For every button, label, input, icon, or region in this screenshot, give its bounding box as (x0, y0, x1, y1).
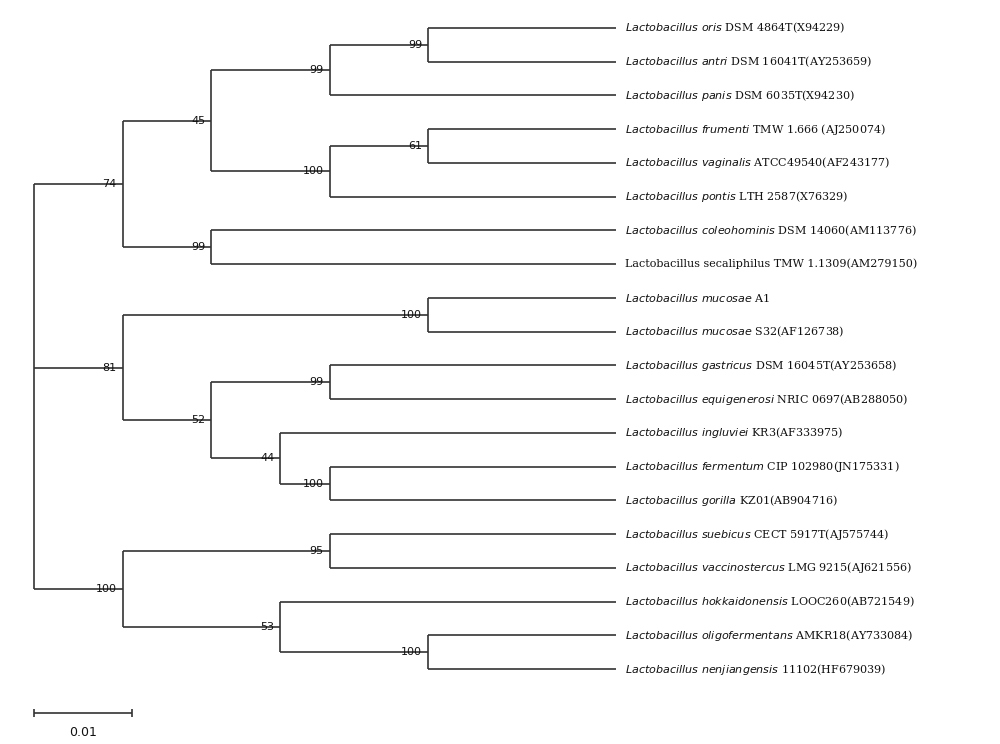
Text: 74: 74 (102, 179, 117, 189)
Text: Lactobacillus secaliphilus TMW 1.1309(AM279150): Lactobacillus secaliphilus TMW 1.1309(AM… (625, 259, 918, 269)
Text: $\mathit{Lactobacillus\ frumenti}$ TMW 1.666 (AJ250074): $\mathit{Lactobacillus\ frumenti}$ TMW 1… (625, 121, 886, 137)
Text: 95: 95 (310, 546, 324, 556)
Text: 100: 100 (401, 310, 422, 320)
Text: 99: 99 (191, 243, 205, 252)
Text: 61: 61 (408, 141, 422, 151)
Text: $\mathit{Lactobacillus\ gorilla}$ KZ01(AB904716): $\mathit{Lactobacillus\ gorilla}$ KZ01(A… (625, 493, 838, 508)
Text: $\mathit{Lactobacillus\ nenjiangensis}$ 11102(HF679039): $\mathit{Lactobacillus\ nenjiangensis}$ … (625, 661, 887, 677)
Text: $\mathit{Lactobacillus\ coleohominis}$ DSM 14060(AM113776): $\mathit{Lactobacillus\ coleohominis}$ D… (625, 223, 917, 237)
Text: 44: 44 (260, 453, 274, 464)
Text: 99: 99 (309, 377, 324, 388)
Text: $\mathit{Lactobacillus\ panis}$ DSM 6035T(X94230): $\mathit{Lactobacillus\ panis}$ DSM 6035… (625, 88, 855, 103)
Text: 99: 99 (309, 65, 324, 75)
Text: $\mathit{Lactobacillus\ fermentum}$ CIP 102980(JN175331): $\mathit{Lactobacillus\ fermentum}$ CIP … (625, 459, 900, 474)
Text: $\mathit{Lactobacillus\ suebicus}$ CECT 5917T(AJ575744): $\mathit{Lactobacillus\ suebicus}$ CECT … (625, 527, 890, 542)
Text: $\mathit{Lactobacillus\ oris}$ DSM 4864T(X94229): $\mathit{Lactobacillus\ oris}$ DSM 4864T… (625, 21, 845, 35)
Text: $\mathit{Lactobacillus\ mucosae}$ S32(AF126738): $\mathit{Lactobacillus\ mucosae}$ S32(AF… (625, 324, 845, 339)
Text: $\mathit{Lactobacillus\ equigenerosi}$ NRIC 0697(AB288050): $\mathit{Lactobacillus\ equigenerosi}$ N… (625, 391, 909, 407)
Text: $\mathit{Lactobacillus\ pontis}$ LTH 2587(X76329): $\mathit{Lactobacillus\ pontis}$ LTH 258… (625, 189, 848, 204)
Text: 100: 100 (96, 584, 117, 594)
Text: 99: 99 (408, 39, 422, 50)
Text: 100: 100 (401, 647, 422, 658)
Text: $\mathit{Lactobacillus\ oligofermentans}$ AMKR18(AY733084): $\mathit{Lactobacillus\ oligofermentans}… (625, 628, 914, 643)
Text: 0.01: 0.01 (69, 726, 97, 739)
Text: $\mathit{Lactobacillus\ mucosae}$ A1: $\mathit{Lactobacillus\ mucosae}$ A1 (625, 292, 771, 304)
Text: 100: 100 (303, 167, 324, 176)
Text: $\mathit{Lactobacillus\ ingluviei}$ KR3(AF333975): $\mathit{Lactobacillus\ ingluviei}$ KR3(… (625, 426, 844, 440)
Text: 81: 81 (102, 362, 117, 373)
Text: 52: 52 (191, 415, 205, 426)
Text: $\mathit{Lactobacillus\ vaccinostercus}$ LMG 9215(AJ621556): $\mathit{Lactobacillus\ vaccinostercus}$… (625, 560, 912, 575)
Text: $\mathit{Lactobacillus\ vaginalis}$ ATCC49540(AF243177): $\mathit{Lactobacillus\ vaginalis}$ ATCC… (625, 155, 891, 170)
Text: 45: 45 (191, 115, 205, 126)
Text: $\mathit{Lactobacillus\ hokkaidonensis}$ LOOC260(AB721549): $\mathit{Lactobacillus\ hokkaidonensis}$… (625, 594, 915, 609)
Text: 53: 53 (260, 622, 274, 632)
Text: 100: 100 (303, 478, 324, 489)
Text: $\mathit{Lactobacillus\ gastricus}$ DSM 16045T(AY253658): $\mathit{Lactobacillus\ gastricus}$ DSM … (625, 358, 898, 373)
Text: $\mathit{Lactobacillus\ antri}$ DSM 16041T(AY253659): $\mathit{Lactobacillus\ antri}$ DSM 1604… (625, 54, 873, 68)
